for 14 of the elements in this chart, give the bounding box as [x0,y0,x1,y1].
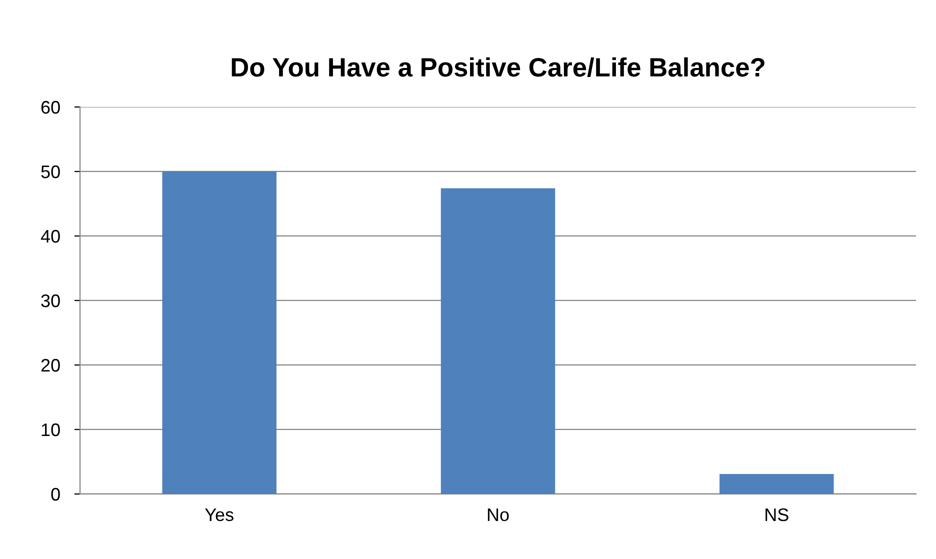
y-tick-label: 30 [41,294,60,308]
bar [720,474,834,494]
x-tick-label: No [488,508,509,522]
x-tick-label: Yes [205,508,234,522]
bar [440,188,556,494]
bar [162,171,276,494]
x-tick-label: NS [766,508,788,522]
y-tick-label: 20 [41,358,60,372]
y-tick-label: 50 [41,165,60,178]
y-tick-label: 40 [40,230,60,243]
y-tick-label: 10 [42,423,60,436]
y-tick-label: 60 [41,100,60,114]
y-tick-label: 0 [51,488,60,501]
chart-title: Do You Have a Positive Care/Life Balance? [232,57,764,77]
